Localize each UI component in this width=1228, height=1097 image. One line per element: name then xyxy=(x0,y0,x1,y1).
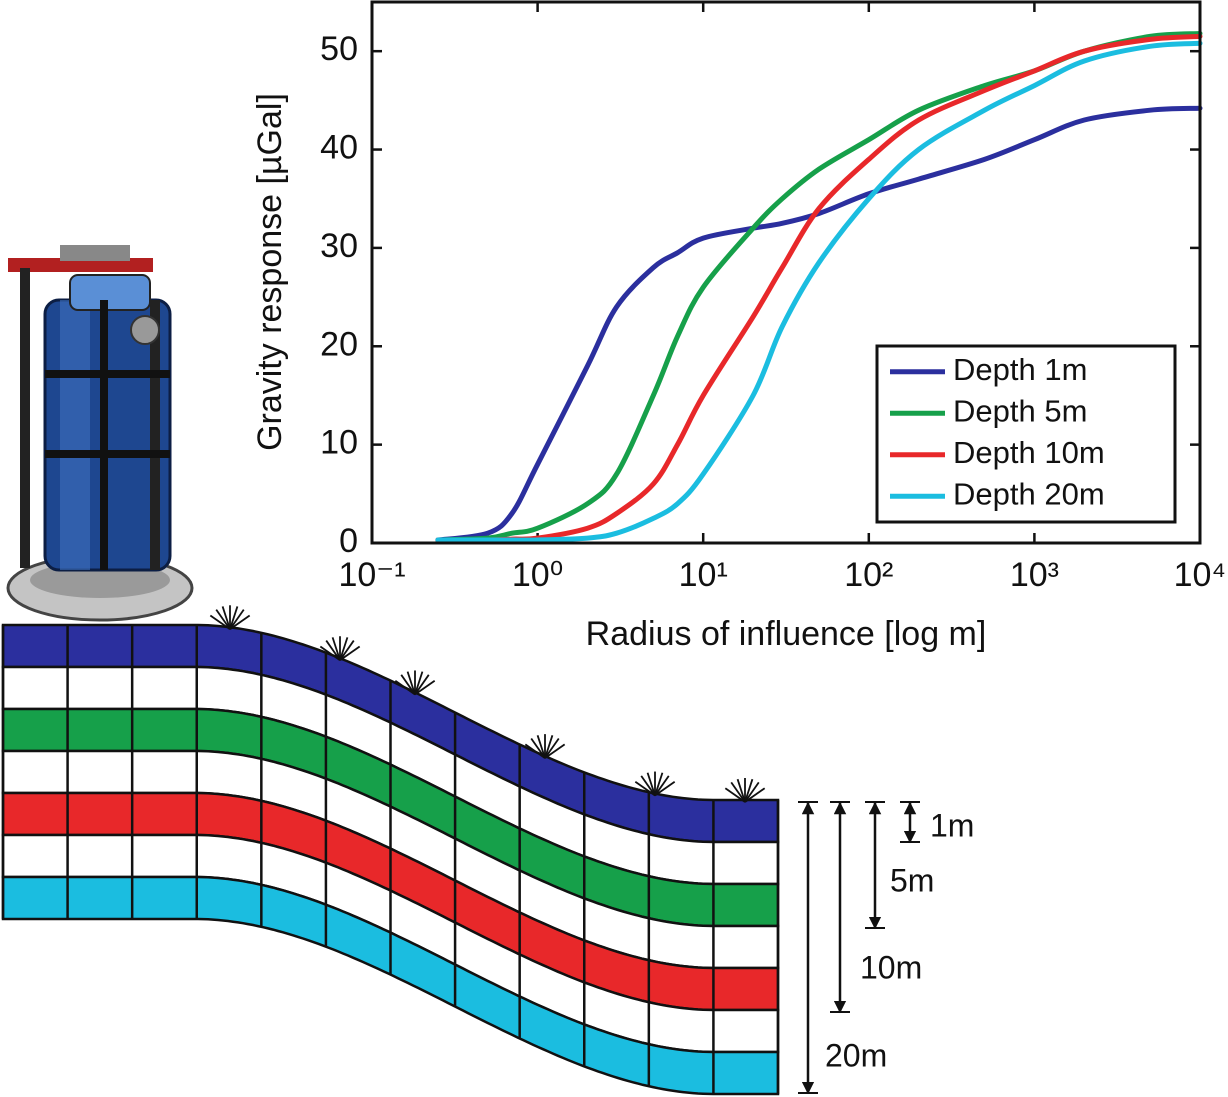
depth-label: 20m xyxy=(825,1037,887,1073)
grass-tuft xyxy=(221,606,231,630)
grass-tuft xyxy=(654,772,664,796)
data-line xyxy=(435,40,1203,543)
grass-tuft xyxy=(209,614,231,631)
y-tick-label: 40 xyxy=(320,129,358,167)
grass-tuft xyxy=(331,637,341,661)
x-tick-label: 10³ xyxy=(1010,556,1059,594)
legend-label: Depth 20m xyxy=(953,476,1105,511)
layered-terrain: 1m 5m 10m 20m xyxy=(1,605,974,1096)
grass-tuft xyxy=(339,640,355,661)
grass-tuft xyxy=(724,787,746,803)
grass-tuft xyxy=(544,735,554,759)
x-tick-label: 10⁴ xyxy=(1174,556,1226,594)
grass-tuft xyxy=(736,778,746,803)
grass-tuft xyxy=(640,775,656,797)
gravimeter-illustration xyxy=(6,245,194,622)
legend-box xyxy=(875,344,1177,524)
grass-tuft xyxy=(406,671,416,695)
grass-tuft xyxy=(339,645,361,661)
grass-tuft xyxy=(654,775,670,797)
grass-tuft xyxy=(634,781,656,797)
y-tick-label: 20 xyxy=(320,325,358,363)
grass-tuft xyxy=(215,609,231,630)
grass-tuft xyxy=(654,781,676,797)
grass-tuft xyxy=(414,674,430,695)
y-tick-label: 50 xyxy=(320,30,358,68)
y-axis-label: Gravity response [µGal] xyxy=(251,93,289,451)
grass-tuft xyxy=(339,637,349,661)
plot-area: Radius of influence [log m] Gravity resp… xyxy=(251,0,1226,653)
grass-tuft xyxy=(400,674,416,695)
grass-tuft xyxy=(730,781,746,803)
legend-label: Depth 10m xyxy=(953,435,1105,470)
depth-label: 5m xyxy=(890,862,934,898)
grass-tuft xyxy=(319,645,341,661)
grass-tuft xyxy=(530,737,546,759)
x-tick-label: 10⁻¹ xyxy=(338,556,405,594)
y-tick-label: 0 xyxy=(339,522,358,560)
x-tick-label: 10² xyxy=(844,556,893,594)
grass-tuft xyxy=(646,772,656,796)
grass-tuft xyxy=(414,679,436,696)
grass-tuft xyxy=(744,781,760,803)
grass-tuft xyxy=(325,640,341,661)
y-tick-label: 30 xyxy=(320,227,358,265)
x-axis-label: Radius of influence [log m] xyxy=(586,615,987,653)
grass-tuft xyxy=(744,778,754,803)
grass-tuft xyxy=(414,671,424,695)
x-tick-label: 10¹ xyxy=(679,556,728,594)
grass-tuft xyxy=(229,614,251,631)
grass-tuft xyxy=(524,743,546,759)
grass-tuft xyxy=(544,737,560,759)
depth-label: 1m xyxy=(930,807,974,843)
legend-label: Depth 5m xyxy=(953,393,1087,428)
grass-tuft xyxy=(536,735,546,759)
plot-frame xyxy=(370,0,1202,545)
grass-tuft xyxy=(229,609,245,630)
y-tick-label: 10 xyxy=(320,424,358,462)
depth-label: 10m xyxy=(860,949,922,985)
x-tick-label: 10⁰ xyxy=(512,556,563,594)
grass-tuft xyxy=(544,743,566,759)
grass-tuft xyxy=(229,606,239,630)
grass-tuft xyxy=(394,679,416,696)
grass-tuft xyxy=(744,787,766,803)
legend-label: Depth 1m xyxy=(953,352,1087,387)
